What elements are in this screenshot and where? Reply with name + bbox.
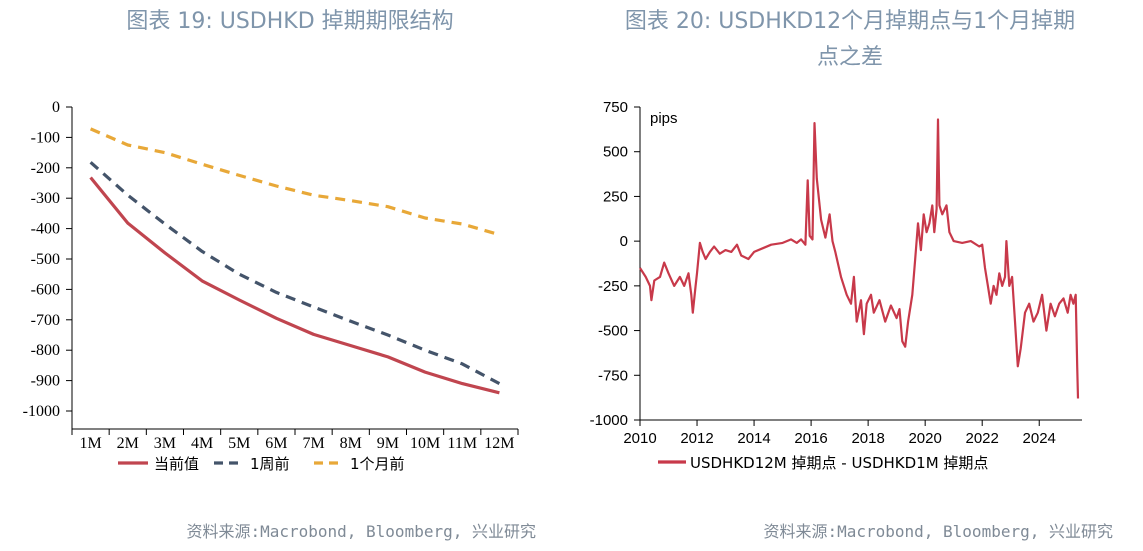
y-tick-label: -100 [31, 129, 60, 146]
y-tick-label: -400 [31, 221, 60, 238]
y-tick-label: 250 [603, 188, 628, 205]
y-tick-label: 0 [52, 99, 60, 116]
x-tick-label: 12M [484, 435, 514, 452]
x-tick-label: 2M [117, 435, 139, 452]
x-tick-label: 2024 [1023, 430, 1056, 447]
y-unit-label: pips [650, 110, 678, 127]
series-line-spread [639, 118, 1080, 399]
x-tick-label: 3M [154, 435, 176, 452]
y-tick-label: 750 [603, 99, 628, 116]
x-tick-label: 6M [265, 435, 287, 452]
y-tick-label: -300 [31, 190, 60, 207]
y-tick-label: -600 [31, 281, 60, 298]
y-tick-label: -250 [598, 278, 628, 295]
x-tick-label: 4M [191, 435, 213, 452]
x-tick-label: 2018 [851, 430, 884, 447]
x-tick-label: 2022 [966, 430, 999, 447]
legend-label-spread: USDHKD12M 掉期点 - USDHKD1M 掉期点 [690, 454, 988, 472]
x-tick-label: 8M [340, 435, 362, 452]
y-tick-label: 500 [603, 144, 628, 161]
right-chart-title-line2: 点之差 [816, 45, 883, 70]
y-tick-label: -500 [31, 251, 60, 268]
x-tick-label: 1M [79, 435, 101, 452]
y-tick-label: -1000 [590, 412, 628, 429]
legend-label-3: 1个月前 [350, 455, 405, 473]
legend-label-2: 1周前 [250, 455, 290, 473]
x-tick-label: 7M [302, 435, 324, 452]
x-tick-label: 2020 [908, 430, 941, 447]
term-structure-chart: 0 -100 -200 -300 -400 -500 -600 -700 -800 -900 -10… [23, 99, 519, 473]
y-tick-label: -200 [31, 160, 60, 177]
series-line-1 [89, 176, 500, 395]
x-tick-label: 2014 [737, 430, 770, 447]
x-tick-label: 2010 [623, 430, 656, 447]
y-tick-label: -700 [31, 312, 60, 329]
x-tick-label: 2012 [680, 430, 713, 447]
x-tick-label: 9M [377, 435, 399, 452]
right-chart-title-line1: 图表 20: USDHKD12个月掉期点与1个月掉期 [624, 9, 1076, 34]
series-line-2 [89, 161, 501, 386]
series-line-3 [89, 127, 500, 237]
y-tick-label: -1000 [23, 403, 60, 420]
y-tick-label: -500 [598, 323, 628, 340]
y-tick-label: -800 [31, 342, 60, 359]
right-chart-title: 图表 20: USDHKD12个月掉期点与1个月掉期 点之差 [560, 4, 1140, 76]
y-tick-label: 0 [620, 233, 628, 250]
y-tick-label: -900 [31, 373, 60, 390]
x-tick-label: 10M [410, 435, 440, 452]
left-chart-title: 图表 19: USDHKD 掉期期限结构 [126, 9, 454, 34]
y-tick-label: -750 [598, 367, 628, 384]
right-source-note: 资料来源:Macrobond, Bloomberg, 兴业研究 [763, 522, 1113, 541]
left-source-note: 资料来源:Macrobond, Bloomberg, 兴业研究 [186, 522, 536, 541]
x-tick-label: 5M [228, 435, 250, 452]
x-tick-label: 11M [447, 435, 477, 452]
x-tick-label: 2016 [794, 430, 827, 447]
legend-label-1: 当前值 [154, 455, 199, 473]
